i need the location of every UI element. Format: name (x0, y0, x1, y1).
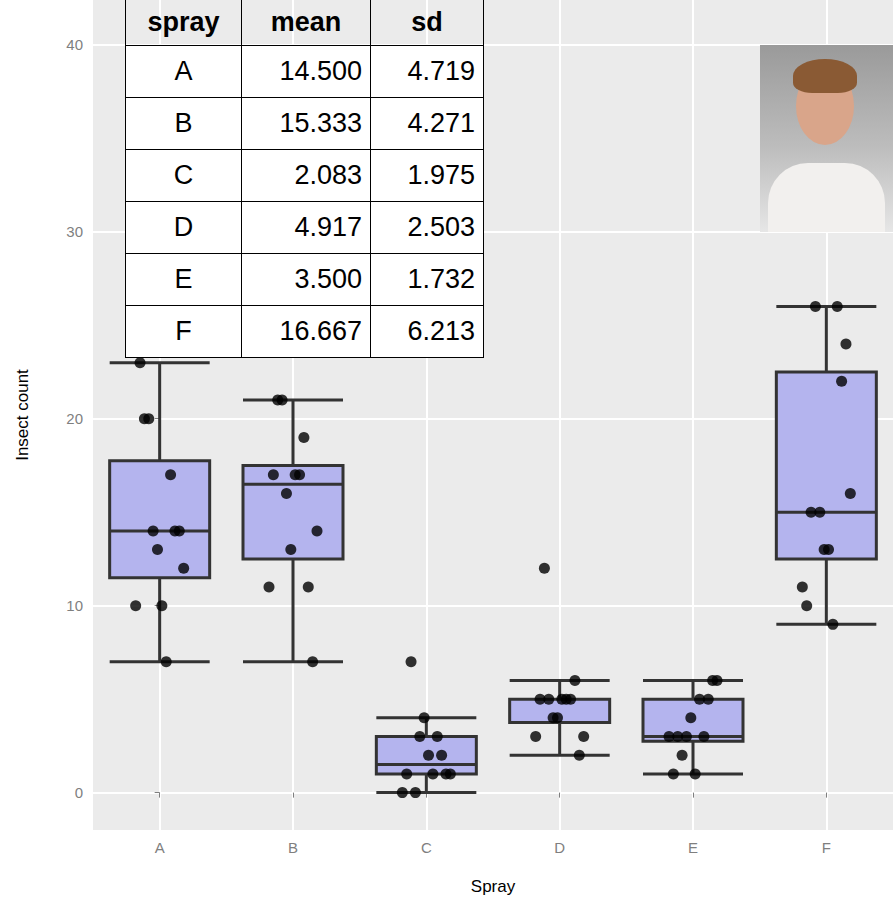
svg-text:20: 20 (66, 410, 83, 427)
svg-text:E: E (688, 839, 698, 856)
svg-text:A: A (155, 839, 165, 856)
html-text:C: C (173, 160, 194, 190)
html-text:4.271: 4.271 (407, 108, 475, 138)
html-text:3.500: 3.500 (294, 264, 362, 294)
html-text:F: F (175, 316, 192, 346)
html-text:2.083: 2.083 (294, 160, 362, 190)
html-text:4.719: 4.719 (407, 56, 475, 86)
html-text:6.213: 6.213 (407, 316, 475, 346)
html-text:mean: mean (270, 7, 342, 37)
svg-text:30: 30 (66, 223, 83, 240)
svg-text:C: C (421, 839, 432, 856)
html-text:E: E (174, 264, 193, 294)
svg-text:D: D (554, 839, 565, 856)
html-text:15.333: 15.333 (279, 108, 362, 138)
svg-text:10: 10 (66, 597, 83, 614)
html-text:A: A (174, 56, 193, 86)
html-text:B: B (174, 108, 193, 138)
html-text:spray: spray (147, 7, 220, 37)
html-text:1.732: 1.732 (407, 264, 475, 294)
html-text:1.975: 1.975 (407, 160, 475, 190)
html-text:2.503: 2.503 (407, 212, 475, 242)
html-text:4.917: 4.917 (294, 212, 362, 242)
html-text:D: D (173, 212, 194, 242)
svg-text:40: 40 (66, 36, 83, 53)
svg-text:B: B (288, 839, 298, 856)
svg-text:Insect count: Insect count (13, 369, 32, 461)
svg-text:Spray: Spray (471, 877, 516, 896)
html-text:14.500: 14.500 (279, 56, 362, 86)
svg-text:F: F (822, 839, 831, 856)
html-text:16.667: 16.667 (279, 316, 362, 346)
html-text:sd: sd (411, 7, 443, 37)
svg-text:0: 0 (75, 784, 83, 801)
